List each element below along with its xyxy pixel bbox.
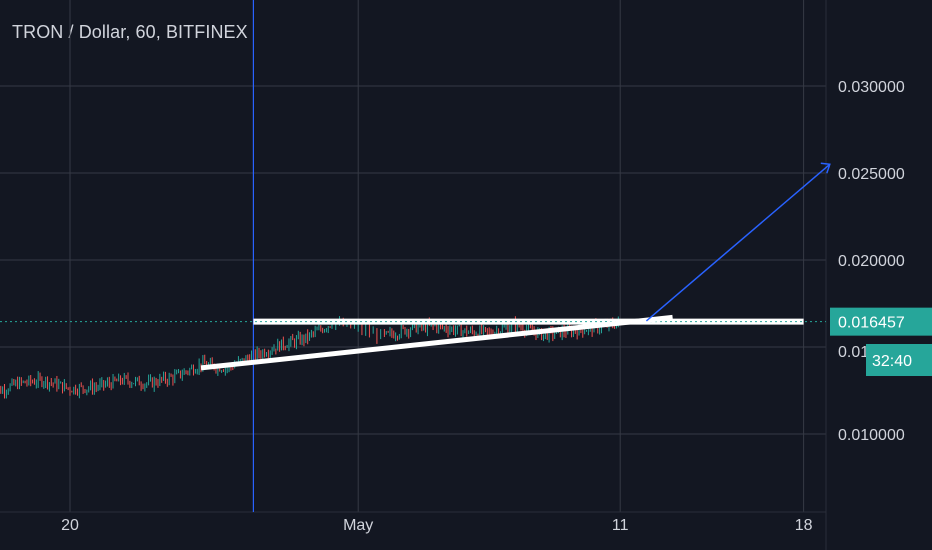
price-tick-label: 0.010000: [838, 427, 905, 444]
price-axis: 0.030000 0.025000 0.020000 0.010000: [838, 79, 905, 444]
time-tick-label: 18: [795, 517, 813, 534]
price-tick-label: 0.025000: [838, 166, 905, 183]
last-price-label: 0.016457: [838, 315, 905, 332]
time-tick-label: 11: [612, 517, 629, 534]
price-tick-label: 0.020000: [838, 253, 905, 270]
time-tick-label: May: [343, 517, 373, 534]
support-trendline: [200, 314, 673, 371]
projection-arrow-head: [820, 162, 831, 174]
last-price-badge: [830, 307, 932, 336]
hidden-price-label: 0.01: [838, 344, 869, 361]
price-labels: 0.01 0.016457 32:40: [830, 307, 932, 376]
countdown-badge: [866, 344, 932, 376]
projection-arrow: [645, 163, 831, 322]
countdown-label: 32:40: [872, 353, 912, 370]
time-axis: 20May111825: [61, 517, 813, 534]
chart-title: TRON / Dollar, 60, BITFINEX: [12, 22, 248, 42]
price-tick-label: 0.030000: [838, 79, 905, 96]
time-tick-label: 20: [61, 517, 79, 534]
drawings: [0, 0, 831, 512]
